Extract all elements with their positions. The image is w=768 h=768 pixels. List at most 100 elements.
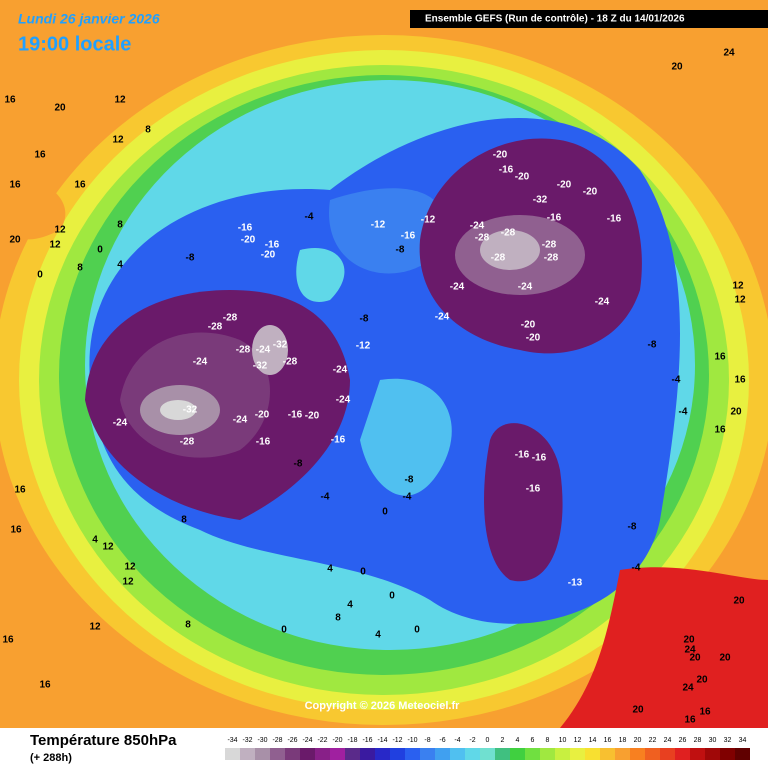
contour-label: 16 [9,180,21,191]
contour-label: -12 [421,215,436,226]
contour-label: -32 [253,361,268,372]
contour-label: -8 [360,314,369,325]
contour-label: 20 [689,653,701,664]
contour-label: -4 [632,563,641,574]
contour-label: -24 [595,297,610,308]
scale-label: 8 [546,737,550,744]
contour-label: 20 [733,596,745,607]
scale-swatch [555,748,570,760]
contour-label: 24 [684,645,696,656]
contour-label: -20 [255,410,270,421]
contour-label: -24 [518,282,533,293]
contour-label: 16 [39,680,51,691]
contour-label: -16 [499,165,514,176]
header: Lundi 26 janvier 2026 19:00 locale Ensem… [18,10,768,55]
contour-label: -16 [532,453,547,464]
scale-label: 22 [649,737,657,744]
contour-label: -20 [521,320,536,331]
run-info: Ensemble GEFS (Run de contrôle) - 18 Z d… [425,14,685,25]
contour-label: -28 [542,240,557,251]
scale-swatch [315,748,330,760]
contour-label: 12 [54,225,66,236]
scale-swatch [525,748,540,760]
footer-lead: (+ 288h) [30,752,72,764]
contour-label: 20 [632,705,644,716]
scale-swatch [495,748,510,760]
scale-label: -30 [257,737,267,744]
contour-label: 16 [14,485,26,496]
contour-label: 4 [375,630,381,641]
contour-label: -28 [283,357,298,368]
contour-label: 0 [281,625,287,636]
copyright: Copyright © 2026 Meteociel.fr [305,700,461,712]
scale-label: -6 [439,737,445,744]
scale-label: 34 [739,737,747,744]
contour-label: -8 [396,245,405,256]
contour-label: -24 [113,418,128,429]
contour-label: -16 [607,214,622,225]
scale-swatch [660,748,675,760]
contour-label: 24 [682,683,694,694]
contour-label: 8 [77,263,83,274]
contour-label: -20 [305,411,320,422]
scale-swatch [255,748,270,760]
scale-swatch [435,748,450,760]
scale-label: -20 [332,737,342,744]
contour-label: -8 [628,522,637,533]
contour-label: 12 [124,562,136,573]
contour-label: -16 [526,484,541,495]
scale-label: 28 [694,737,702,744]
contour-label: 8 [335,613,341,624]
contour-label: -24 [333,365,348,376]
scale-swatch [285,748,300,760]
scale-label: -12 [392,737,402,744]
scale-label: -32 [242,737,252,744]
scale-label: 24 [664,737,672,744]
scale-label: -4 [454,737,460,744]
scale-label: 26 [679,737,687,744]
scale-swatch [345,748,360,760]
scale-label: -24 [302,737,312,744]
contour-label: -24 [435,312,450,323]
contour-label: 4 [327,564,333,575]
scale-label: 20 [634,737,642,744]
contour-label: -28 [501,228,516,239]
scale-swatch [720,748,735,760]
scale-swatch [360,748,375,760]
contour-label: -16 [238,223,253,234]
contour-label: 12 [112,135,124,146]
scale-swatch [690,748,705,760]
scale-swatch [510,748,525,760]
contour-label: -28 [544,253,559,264]
scale-swatch [480,748,495,760]
contour-label: -4 [305,212,314,223]
scale-swatch [465,748,480,760]
contour-label: -4 [672,375,681,386]
contour-label: 16 [684,715,696,726]
contour-label: -32 [183,405,198,416]
contour-label: -20 [557,180,572,191]
contour-label: -16 [547,213,562,224]
contour-label: -20 [493,150,508,161]
contour-label: -28 [475,233,490,244]
contour-label: 12 [734,295,746,306]
scale-swatch [270,748,285,760]
contour-label: 20 [696,675,708,686]
contour-label: -13 [568,578,583,589]
contour-label: -20 [261,250,276,261]
contour-label: -12 [356,341,371,352]
contour-label: 20 [671,62,683,73]
contour-label: -32 [533,195,548,206]
scale-swatch [330,748,345,760]
footer-title: Température 850hPa [30,732,177,749]
contour-label: 16 [714,425,726,436]
contour-label: 8 [185,620,191,631]
contour-label: -8 [405,475,414,486]
contour-label: -4 [321,492,330,503]
scale-label: -18 [347,737,357,744]
contour-label: 4 [347,600,353,611]
contour-label: 20 [719,653,731,664]
scale-swatch [615,748,630,760]
contour-label: 20 [54,103,66,114]
